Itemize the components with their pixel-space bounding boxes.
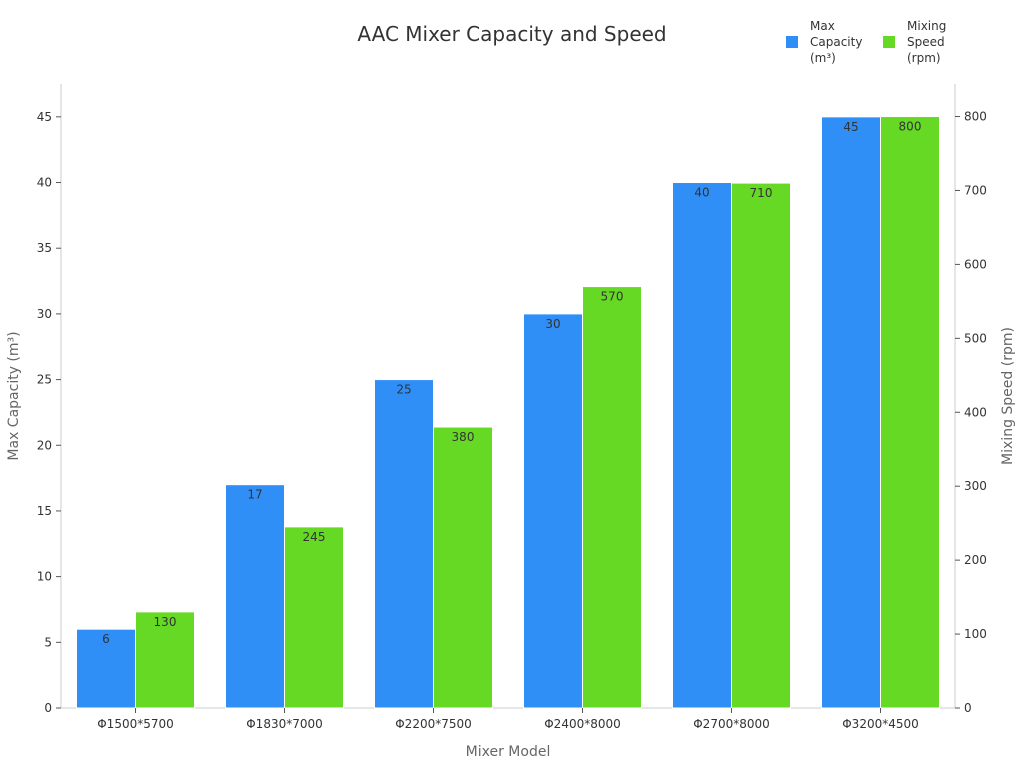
bar-label-max-capacity: 25 [396, 383, 411, 397]
x-tick-label: Φ2200*7500 [395, 717, 472, 731]
bar-label-mixing-speed: 245 [303, 530, 326, 544]
y-left-tick-label: 40 [37, 176, 52, 190]
y-left-tick-label: 45 [37, 110, 52, 124]
y-right-tick-label: 700 [964, 183, 987, 197]
bar-label-max-capacity: 6 [102, 632, 110, 646]
bar-mixing-speed [284, 526, 344, 709]
x-axis-title: Mixer Model [466, 744, 551, 760]
bar-mixing-speed [135, 611, 195, 709]
bar-label-mixing-speed: 570 [601, 290, 624, 304]
y-left-tick-label: 30 [37, 307, 52, 321]
legend-label-mixing-speed: Mixing Speed (rpm) [907, 19, 947, 65]
y-left-tick-label: 20 [37, 438, 52, 452]
bar-max-capacity [225, 484, 285, 709]
bar-mixing-speed [731, 182, 791, 709]
bar-label-mixing-speed: 130 [154, 615, 177, 629]
chart-title: AAC Mixer Capacity and Speed [357, 22, 667, 46]
y-left-tick-label: 15 [37, 504, 52, 518]
y-right-tick-label: 600 [964, 257, 987, 271]
x-tick-label: Φ1830*7000 [246, 717, 323, 731]
y-left-tick-label: 5 [44, 635, 52, 649]
y-right-tick-label: 500 [964, 331, 987, 345]
bar-mixing-speed [433, 426, 493, 709]
bar-label-mixing-speed: 380 [452, 430, 475, 444]
bar-label-max-capacity: 30 [545, 317, 560, 331]
bar-max-capacity [374, 379, 434, 709]
bar-label-mixing-speed: 800 [899, 120, 922, 134]
bar-mixing-speed [582, 286, 642, 709]
legend-swatch-max-capacity [786, 36, 798, 48]
bar-label-max-capacity: 17 [247, 488, 262, 502]
bar-max-capacity [76, 628, 136, 709]
y-left-tick-label: 25 [37, 373, 52, 387]
y-left-tick-label: 35 [37, 241, 52, 255]
y-right-tick-label: 300 [964, 479, 987, 493]
x-tick-label: Φ3200*4500 [842, 717, 919, 731]
bar-label-max-capacity: 45 [843, 120, 858, 134]
y-right-axis-title: Mixing Speed (rpm) [1000, 327, 1016, 465]
y-left-axis-title: Max Capacity (m³) [6, 331, 22, 460]
bar-mixing-speed [880, 116, 940, 709]
x-tick-label: Φ1500*5700 [97, 717, 174, 731]
y-right-tick-label: 800 [964, 110, 987, 124]
y-left-tick-label: 10 [37, 570, 52, 584]
y-right-tick-label: 100 [964, 627, 987, 641]
bar-max-capacity [672, 182, 732, 709]
x-tick-label: Φ2400*8000 [544, 717, 621, 731]
y-right-tick-label: 0 [964, 701, 972, 715]
bar-label-max-capacity: 40 [694, 186, 709, 200]
y-right-tick-label: 400 [964, 405, 987, 419]
legend-swatch-mixing-speed [883, 36, 895, 48]
y-left-tick-label: 0 [44, 701, 52, 715]
x-tick-label: Φ2700*8000 [693, 717, 770, 731]
legend-label-max-capacity: Max Capacity (m³) [810, 19, 863, 65]
bar-label-mixing-speed: 710 [750, 186, 773, 200]
bar-max-capacity [523, 313, 583, 709]
bar-max-capacity [821, 116, 881, 709]
y-right-tick-label: 200 [964, 553, 987, 567]
